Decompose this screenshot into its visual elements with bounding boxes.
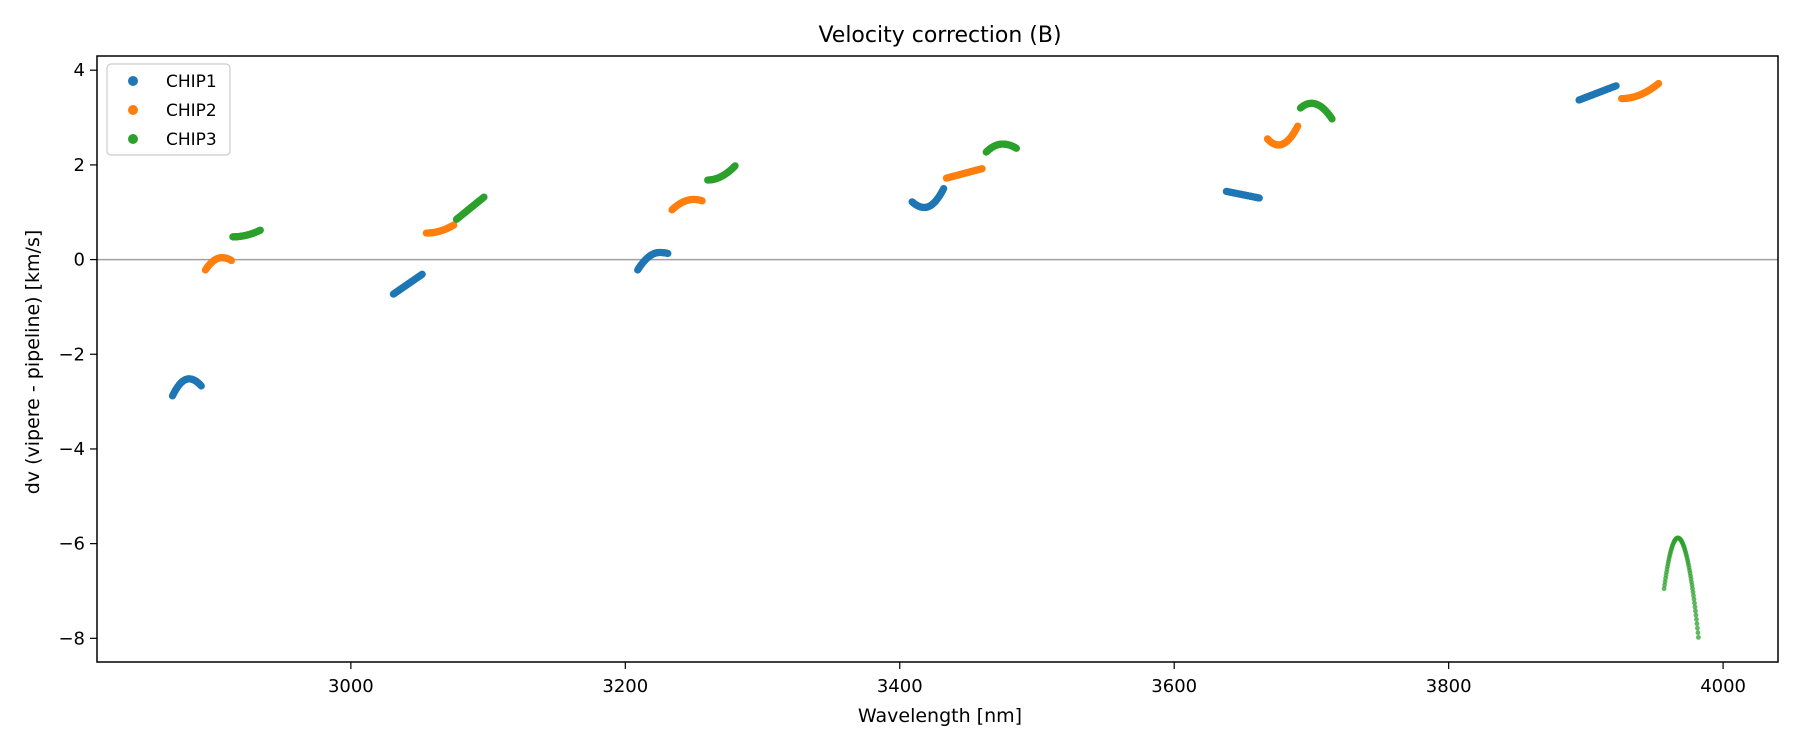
data-point (1612, 82, 1620, 90)
data-point (197, 382, 205, 390)
y-tick-label: −8 (58, 628, 85, 649)
y-tick-label: −2 (58, 344, 85, 365)
data-point (1255, 194, 1263, 202)
data-point (227, 256, 236, 265)
x-axis-label: Wavelength [nm] (858, 705, 1022, 727)
x-tick-label: 3600 (1151, 676, 1197, 697)
data-point (1691, 593, 1696, 599)
data-point (1012, 144, 1021, 152)
data-point (1693, 612, 1699, 618)
data-point (1661, 586, 1667, 592)
legend-marker (128, 105, 138, 115)
legend-marker (128, 76, 138, 86)
series-chip3 (229, 99, 1701, 640)
data-point (1655, 79, 1663, 88)
plot-area: 3000 3200 3400 3600 3800 4000 −8 −6 −4 −2 0 2 4 (58, 55, 1779, 697)
data-point (978, 165, 986, 173)
data-point (940, 184, 948, 193)
x-tick-label: 3800 (1426, 676, 1472, 697)
y-axis-label: dv (vipere - pipeline) [km/s] (22, 230, 44, 495)
x-tick-label: 3200 (602, 676, 648, 697)
legend-marker (128, 134, 138, 144)
plot-frame (96, 55, 1779, 663)
data-point (664, 249, 672, 258)
y-tick-label: −4 (58, 439, 85, 460)
data-point (731, 162, 739, 170)
data-point (1693, 608, 1698, 614)
data-point (1696, 634, 1701, 640)
data-point (1692, 600, 1697, 606)
y-tick-label: 0 (74, 250, 85, 271)
data-point (1694, 621, 1700, 627)
data-point (256, 226, 264, 234)
data-point (698, 197, 706, 205)
data-point (1692, 604, 1698, 610)
data-point (1691, 596, 1697, 602)
y-tick-label: −6 (58, 534, 85, 555)
data-point (1690, 589, 1696, 595)
data-point (450, 221, 458, 229)
data-point (418, 270, 426, 278)
x-tick-label: 4000 (1700, 676, 1746, 697)
x-tick-label: 3400 (877, 676, 923, 697)
legend-label: CHIP1 (166, 72, 217, 92)
data-point (1695, 630, 1701, 636)
data-point (1328, 115, 1336, 123)
x-tick-label: 3000 (328, 676, 374, 697)
legend-box (106, 63, 231, 156)
y-tick-label: 4 (74, 60, 85, 81)
data-point (1294, 122, 1302, 130)
series-chip2 (201, 79, 1663, 274)
series-chip1 (168, 82, 1620, 400)
data-point (1695, 625, 1700, 631)
y-tick-label: 2 (74, 155, 85, 176)
legend-label: CHIP3 (166, 130, 217, 150)
legend: CHIP1 CHIP2 CHIP3 (106, 63, 231, 156)
legend-label: CHIP2 (166, 101, 217, 121)
data-point (480, 193, 488, 201)
data-point (1694, 616, 1699, 622)
chart-title: Velocity correction (B) (818, 23, 1061, 48)
